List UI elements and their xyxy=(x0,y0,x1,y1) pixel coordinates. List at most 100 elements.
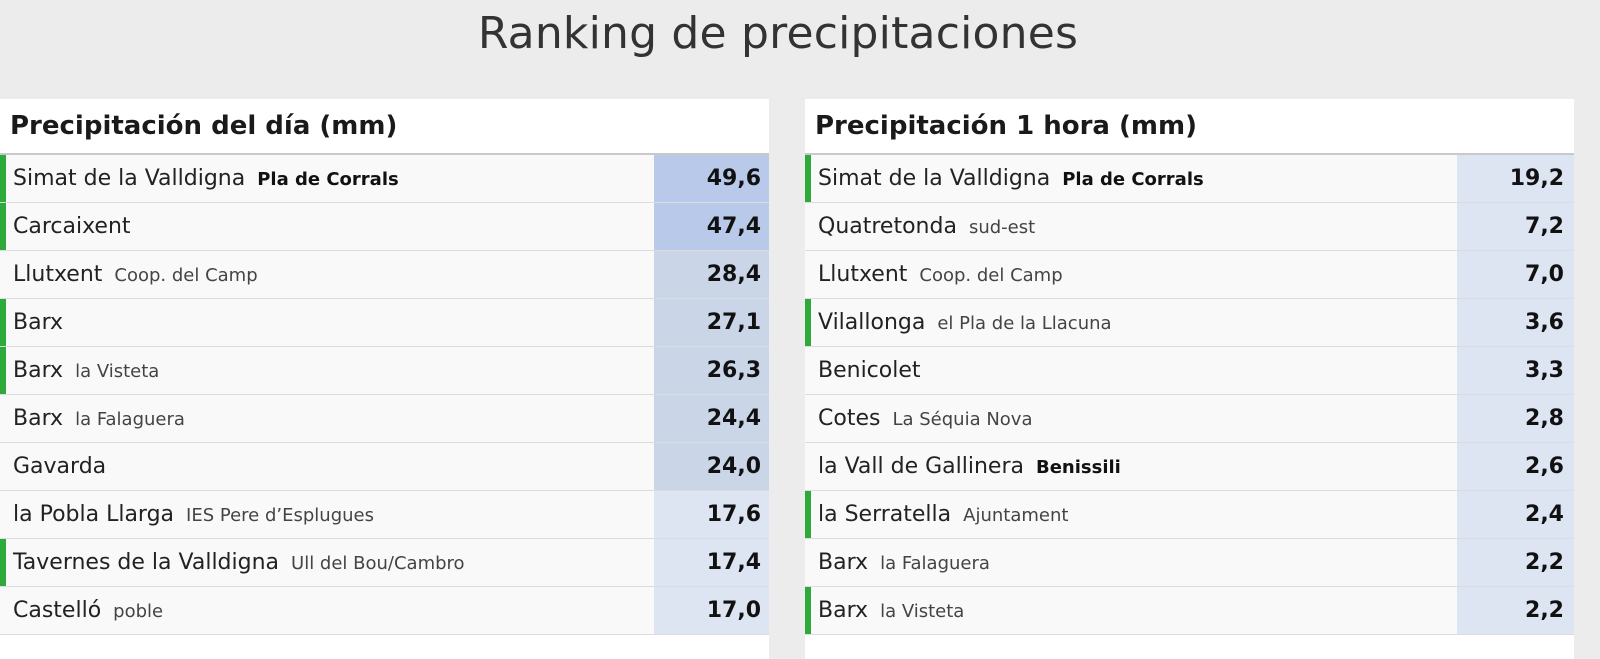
town-label: Tavernes de la Valldigna xyxy=(13,550,280,575)
town-label: Barx xyxy=(13,406,64,431)
town-label: Quatretonda xyxy=(818,214,957,239)
station-name: Gavarda xyxy=(0,454,654,479)
daily-precipitation-panel: Precipitación del día (mm) Simat de la V… xyxy=(0,99,769,659)
station-label: sud-est xyxy=(968,217,1036,238)
precipitation-value: 24,0 xyxy=(654,443,769,490)
precipitation-value: 3,3 xyxy=(1457,347,1574,394)
ranking-row[interactable]: Cotes La Séquia Nova 2,8 xyxy=(805,395,1574,443)
precipitation-value: 17,6 xyxy=(654,491,769,538)
station-name: la Pobla Llarga IES Pere d’Esplugues xyxy=(0,502,654,527)
town-label: Barx xyxy=(818,550,869,575)
ranking-row[interactable]: Barx 27,1 xyxy=(0,299,769,347)
ranking-row[interactable]: la Vall de Gallinera Benissili 2,6 xyxy=(805,443,1574,491)
station-label: IES Pere d’Esplugues xyxy=(186,505,374,526)
station-marker xyxy=(805,155,811,202)
town-label: Barx xyxy=(13,358,64,383)
ranking-row[interactable]: Castelló poble 17,0 xyxy=(0,587,769,635)
ranking-row[interactable]: Llutxent Coop. del Camp 7,0 xyxy=(805,251,1574,299)
station-name: Barx la Falaguera xyxy=(0,406,654,431)
station-name: Simat de la Valldigna Pla de Corrals xyxy=(0,166,654,191)
precipitation-value: 2,2 xyxy=(1457,587,1574,634)
station-label: la Visteta xyxy=(880,601,965,622)
station-name: Vilallonga el Pla de la Llacuna xyxy=(805,310,1457,335)
station-name: Barx la Visteta xyxy=(0,358,654,383)
town-label: la Vall de Gallinera xyxy=(818,454,1024,479)
precipitation-value: 17,0 xyxy=(654,587,769,634)
station-name: Barx la Visteta xyxy=(805,598,1457,623)
town-label: Vilallonga xyxy=(818,310,926,335)
ranking-row[interactable]: Simat de la Valldigna Pla de Corrals 19,2 xyxy=(805,155,1574,203)
station-name: Quatretonda sud-est xyxy=(805,214,1457,239)
town-label: la Serratella xyxy=(818,502,952,527)
station-name: Benicolet xyxy=(805,358,1457,383)
daily-ranking-list: Simat de la Valldigna Pla de Corrals 49,6 C… xyxy=(0,155,769,635)
station-name: Llutxent Coop. del Camp xyxy=(0,262,654,287)
precipitation-value: 27,1 xyxy=(654,299,769,346)
precipitation-value: 7,2 xyxy=(1457,203,1574,250)
station-label: poble xyxy=(113,601,164,622)
ranking-row[interactable]: la Serratella Ajuntament 2,4 xyxy=(805,491,1574,539)
station-label: Pla de Corrals xyxy=(1062,169,1204,190)
town-label: Carcaixent xyxy=(13,214,131,239)
station-marker xyxy=(0,299,6,346)
station-label: el Pla de la Llacuna xyxy=(937,313,1112,334)
ranking-row[interactable]: Barx la Falaguera 2,2 xyxy=(805,539,1574,587)
precipitation-value: 26,3 xyxy=(654,347,769,394)
precipitation-value: 3,6 xyxy=(1457,299,1574,346)
station-marker xyxy=(805,299,811,346)
station-name: Simat de la Valldigna Pla de Corrals xyxy=(805,166,1457,191)
station-marker xyxy=(0,203,6,250)
town-label: Simat de la Valldigna xyxy=(13,166,246,191)
station-label: la Visteta xyxy=(75,361,160,382)
daily-panel-header: Precipitación del día (mm) xyxy=(0,99,769,155)
station-marker xyxy=(805,491,811,538)
station-label: Benissili xyxy=(1036,457,1121,478)
ranking-row[interactable]: Vilallonga el Pla de la Llacuna 3,6 xyxy=(805,299,1574,347)
station-label: La Séquia Nova xyxy=(892,409,1033,430)
ranking-row[interactable]: Barx la Falaguera 24,4 xyxy=(0,395,769,443)
town-label: Barx xyxy=(13,310,64,335)
station-label: Ull del Bou/Cambro xyxy=(291,553,465,574)
town-label: Castelló xyxy=(13,598,102,623)
ranking-row[interactable]: Simat de la Valldigna Pla de Corrals 49,6 xyxy=(0,155,769,203)
ranking-row[interactable]: Barx la Visteta 2,2 xyxy=(805,587,1574,635)
precipitation-value: 17,4 xyxy=(654,539,769,586)
station-name: la Vall de Gallinera Benissili xyxy=(805,454,1457,479)
ranking-row[interactable]: Gavarda 24,0 xyxy=(0,443,769,491)
precipitation-value: 19,2 xyxy=(1457,155,1574,202)
page-title: Ranking de precipitaciones xyxy=(477,8,1079,59)
town-label: Simat de la Valldigna xyxy=(818,166,1051,191)
town-label: Gavarda xyxy=(13,454,107,479)
ranking-row[interactable]: la Pobla Llarga IES Pere d’Esplugues 17,6 xyxy=(0,491,769,539)
station-label: la Falaguera xyxy=(75,409,185,430)
hourly-panel-header: Precipitación 1 hora (mm) xyxy=(805,99,1574,155)
station-marker xyxy=(805,587,811,634)
precipitation-value: 49,6 xyxy=(654,155,769,202)
station-label: Coop. del Camp xyxy=(114,265,258,286)
precipitation-value: 2,2 xyxy=(1457,539,1574,586)
station-name: Llutxent Coop. del Camp xyxy=(805,262,1457,287)
station-name: Castelló poble xyxy=(0,598,654,623)
station-marker xyxy=(0,539,6,586)
precipitation-value: 2,4 xyxy=(1457,491,1574,538)
station-label: Ajuntament xyxy=(963,505,1069,526)
ranking-row[interactable]: Quatretonda sud-est 7,2 xyxy=(805,203,1574,251)
ranking-row[interactable]: Barx la Visteta 26,3 xyxy=(0,347,769,395)
station-name: Barx xyxy=(0,310,654,335)
precipitation-value: 28,4 xyxy=(654,251,769,298)
station-name: la Serratella Ajuntament xyxy=(805,502,1457,527)
town-label: Llutxent xyxy=(818,262,908,287)
ranking-row[interactable]: Benicolet 3,3 xyxy=(805,347,1574,395)
town-label: la Pobla Llarga xyxy=(13,502,175,527)
station-label: la Falaguera xyxy=(880,553,990,574)
station-marker xyxy=(0,347,6,394)
precipitation-value: 47,4 xyxy=(654,203,769,250)
town-label: Benicolet xyxy=(818,358,921,383)
ranking-row[interactable]: Llutxent Coop. del Camp 28,4 xyxy=(0,251,769,299)
town-label: Cotes xyxy=(818,406,881,431)
precipitation-value: 2,8 xyxy=(1457,395,1574,442)
station-label: Coop. del Camp xyxy=(919,265,1063,286)
ranking-row[interactable]: Tavernes de la Valldigna Ull del Bou/Camb… xyxy=(0,539,769,587)
ranking-row[interactable]: Carcaixent 47,4 xyxy=(0,203,769,251)
station-name: Cotes La Séquia Nova xyxy=(805,406,1457,431)
